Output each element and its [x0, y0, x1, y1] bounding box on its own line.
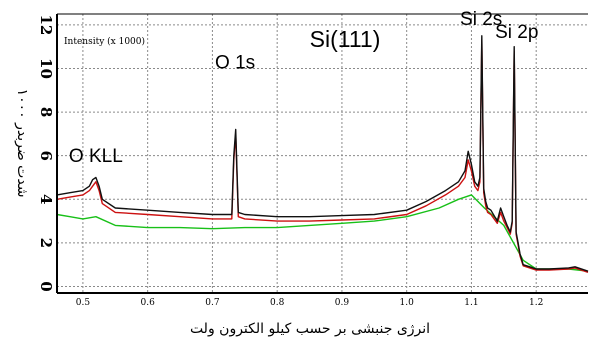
y-tick-label: 12 [37, 14, 55, 35]
x-tick-label: 0.5 [76, 298, 91, 308]
peak-label: O 1s [215, 52, 255, 73]
x-tick-label: 0.8 [270, 298, 285, 308]
chart-title: Si(111) [310, 26, 381, 52]
intensity-note: Intensity (x 1000) [64, 36, 145, 47]
x-tick-label: 0.6 [140, 298, 155, 308]
x-tick-label: 1.2 [529, 298, 543, 308]
y-tick-label: 0 [37, 281, 55, 291]
y-tick-label: 4 [37, 194, 55, 204]
x-tick-label: 1.0 [400, 298, 415, 308]
y-tick-label: 6 [37, 150, 55, 160]
x-tick-label: 0.9 [335, 298, 350, 308]
y-tick-label: 2 [37, 238, 55, 248]
y-tick-label: 10 [37, 58, 55, 79]
peak-label: Si 2s [460, 9, 502, 30]
y-tick-label: 8 [37, 107, 55, 117]
series-line [56, 194, 589, 272]
x-tick-label: 0.7 [205, 298, 220, 308]
plot-frame [56, 13, 588, 294]
x-axis-label: انرژی جنبشی بر حسب کیلو الکترون ولت [190, 321, 430, 337]
series-line [56, 35, 589, 272]
peak-label: O KLL [69, 146, 123, 167]
tick-labels: 0.5 0.6 0.7 0.8 0.9 1.0 1.1 1.2 0 2 4 6 8 10 12 [37, 14, 543, 308]
peak-label: Si 2p [495, 22, 538, 43]
series-line [56, 39, 589, 273]
y-axis-label: شدت ضربدر ۱۰۰۰ [14, 89, 30, 198]
grid [57, 14, 588, 293]
x-tick-label: 1.1 [464, 298, 478, 308]
series-lines [56, 35, 589, 273]
